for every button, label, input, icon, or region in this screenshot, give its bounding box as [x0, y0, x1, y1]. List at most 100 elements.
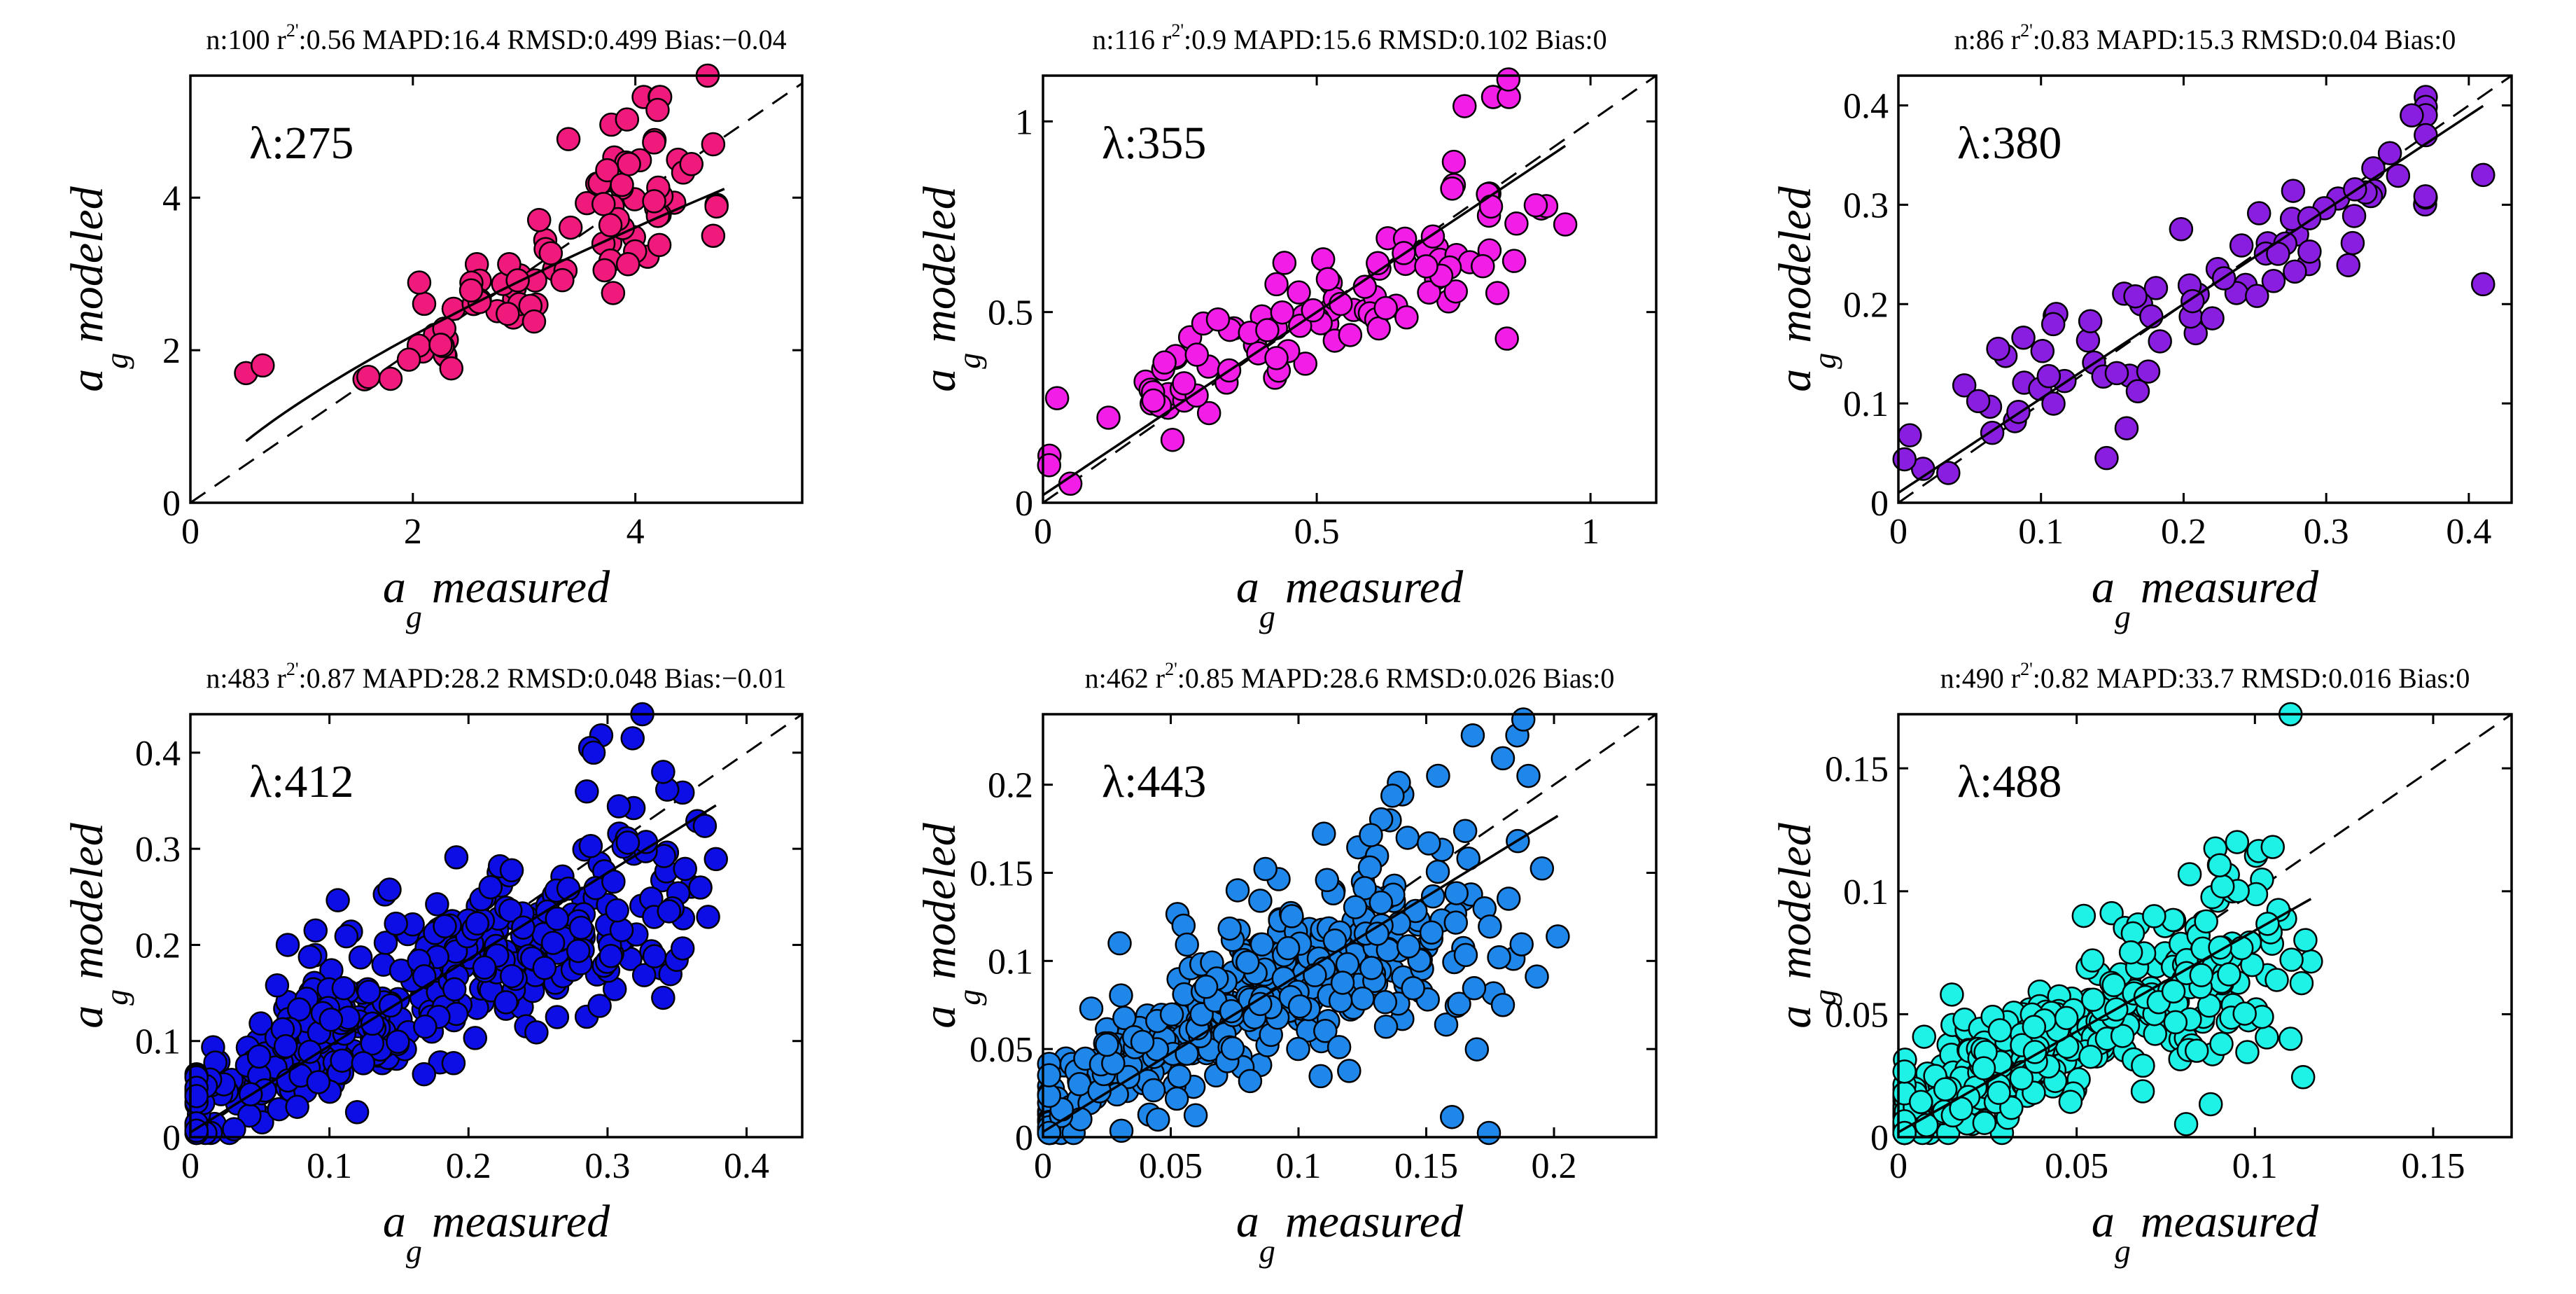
- data-point: [2130, 1079, 2155, 1104]
- data-point: [1183, 1103, 1208, 1128]
- data-point: [1987, 1018, 2012, 1043]
- data-point: [1972, 1111, 1997, 1135]
- data-point: [538, 241, 564, 265]
- data-point: [1205, 307, 1231, 332]
- data-point: [696, 905, 720, 929]
- data-point: [1343, 895, 1368, 919]
- x-axis-label: ag measured: [2092, 562, 2319, 634]
- x-label-sub: g: [1259, 1233, 1275, 1269]
- data-point: [287, 997, 312, 1022]
- data-point: [2377, 141, 2402, 165]
- data-point: [396, 347, 421, 372]
- data-point: [499, 858, 524, 883]
- data-point: [2278, 1027, 2303, 1051]
- regression-fit-line: [1898, 898, 2312, 1134]
- data-point: [222, 1117, 246, 1141]
- data-point: [1516, 763, 1541, 788]
- data-point: [1220, 1036, 1245, 1061]
- data-point: [373, 931, 398, 955]
- y-tick-label: 0.1: [135, 1022, 181, 1062]
- data-point: [2071, 903, 2096, 928]
- data-point: [670, 936, 695, 961]
- data-point: [1175, 932, 1199, 957]
- data-point: [1952, 373, 1977, 398]
- x-tick-label: 0.1: [2232, 1146, 2278, 1186]
- data-point: [1511, 707, 1536, 732]
- data-point: [1037, 1083, 1062, 1108]
- y-label-sub: g: [1807, 353, 1842, 369]
- x-tick-label: 0.3: [2304, 512, 2349, 552]
- data-point: [303, 918, 328, 943]
- y-label-sub: g: [951, 353, 987, 369]
- data-point: [2200, 306, 2225, 331]
- y-tick-label: 0.3: [1843, 186, 1889, 225]
- x-tick-label: 0.2: [446, 1146, 491, 1186]
- y-label-sub: g: [99, 353, 134, 369]
- regression-fit-line: [190, 804, 717, 1134]
- data-point: [645, 97, 670, 123]
- data-point: [1553, 212, 1578, 237]
- data-point: [428, 333, 453, 357]
- x-label-var: a: [2092, 562, 2115, 613]
- y-label-word: modeled: [1770, 822, 1821, 980]
- data-point: [1416, 831, 1441, 856]
- data-point: [2264, 968, 2289, 992]
- data-point: [251, 353, 275, 378]
- data-point: [2143, 276, 2169, 300]
- wavelength-label: λ:443: [1102, 756, 1206, 807]
- x-tick-label: 0.2: [2161, 512, 2206, 552]
- data-point: [1509, 932, 1534, 956]
- data-point: [1286, 1036, 1310, 1062]
- y-label-word: modeled: [914, 186, 965, 343]
- data-point: [326, 888, 350, 912]
- data-point: [642, 944, 667, 968]
- data-point: [2209, 1031, 2234, 1057]
- data-point: [1440, 1104, 1464, 1129]
- data-point: [1401, 976, 1425, 1001]
- x-label-word: measured: [432, 562, 610, 613]
- data-point: [493, 990, 519, 1015]
- data-point: [2225, 830, 2250, 854]
- data-point: [2123, 284, 2148, 309]
- data-point: [2169, 216, 2194, 242]
- data-point: [610, 172, 634, 197]
- scatter-panel-1: n:100 r2':0.56 MAPD:16.4 RMSD:0.499 Bias…: [62, 20, 804, 634]
- data-point: [1067, 1072, 1092, 1097]
- y-tick-label: 0.5: [988, 293, 1033, 333]
- y-axis-label: ag modeled: [1770, 186, 1842, 392]
- data-point: [433, 914, 457, 939]
- axes-frame: [1042, 74, 1658, 504]
- data-point: [478, 875, 503, 900]
- y-tick-label: 0.15: [1825, 749, 1889, 789]
- data-point: [356, 980, 382, 1004]
- data-point: [2229, 233, 2254, 258]
- x-label-word: measured: [432, 1196, 610, 1247]
- y-tick-label: 0.15: [969, 854, 1033, 894]
- data-point: [1352, 876, 1377, 900]
- y-tick-label: 0.2: [1843, 285, 1889, 325]
- y-tick-label: 0.4: [1843, 87, 1889, 127]
- data-point: [1313, 1019, 1338, 1043]
- y-label-sub: g: [99, 989, 134, 1006]
- data-point: [1417, 280, 1441, 305]
- data-point: [1447, 992, 1471, 1016]
- data-point: [1478, 914, 1502, 939]
- data-point: [1225, 878, 1250, 903]
- data-point: [2386, 163, 2411, 188]
- data-point: [1908, 1090, 1933, 1115]
- y-tick-label: 4: [162, 179, 181, 218]
- data-point: [2054, 1006, 2079, 1031]
- data-point: [657, 899, 682, 924]
- x-tick-label: 0.1: [1276, 1146, 1322, 1186]
- data-point: [540, 931, 566, 955]
- data-point: [1109, 1118, 1134, 1143]
- stats-title: n:86 r2':0.83 MAPD:15.3 RMSD:0.04 Bias:0: [1954, 20, 2456, 55]
- data-point: [1444, 881, 1469, 905]
- x-tick-label: 0.05: [1139, 1146, 1203, 1186]
- data-point: [1426, 763, 1450, 788]
- data-point: [1253, 856, 1278, 882]
- data-point: [2229, 935, 2254, 961]
- data-point: [598, 213, 623, 237]
- stats-suffix: :0.87 MAPD:28.2 RMSD:0.048 Bias:−0.01: [299, 662, 787, 694]
- data-point: [2142, 904, 2166, 928]
